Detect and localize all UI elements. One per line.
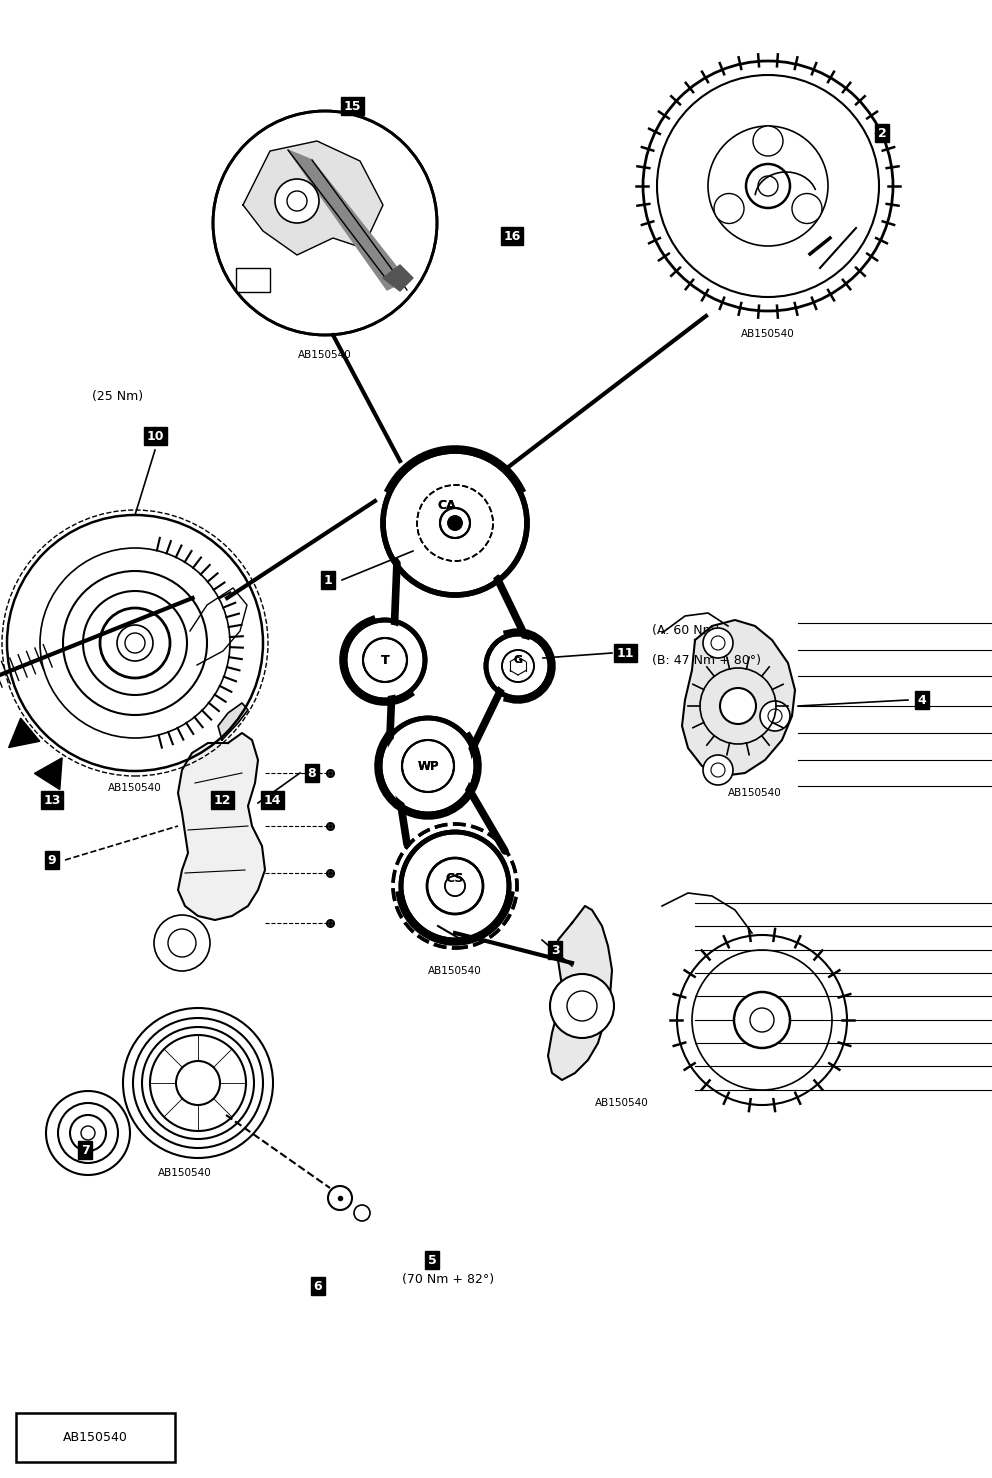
FancyBboxPatch shape: [16, 1413, 175, 1462]
Text: 13: 13: [44, 794, 61, 807]
FancyBboxPatch shape: [236, 268, 270, 293]
Circle shape: [720, 687, 756, 724]
Circle shape: [746, 164, 790, 208]
Text: WP: WP: [418, 760, 438, 773]
Circle shape: [2, 510, 268, 776]
Text: AB150540: AB150540: [728, 788, 782, 798]
Text: CA: CA: [437, 498, 456, 511]
Text: 3: 3: [551, 943, 559, 956]
Circle shape: [703, 755, 733, 785]
Circle shape: [490, 638, 546, 695]
Text: 6: 6: [313, 1280, 322, 1292]
Circle shape: [734, 992, 790, 1048]
Text: 1: 1: [323, 573, 332, 587]
Text: G: G: [514, 655, 523, 665]
Text: 5: 5: [428, 1253, 436, 1267]
Circle shape: [275, 179, 319, 223]
Circle shape: [714, 194, 744, 223]
Text: 2: 2: [878, 127, 887, 139]
Text: AB150540: AB150540: [158, 1168, 212, 1178]
Polygon shape: [9, 718, 40, 748]
Circle shape: [631, 49, 905, 324]
Text: T: T: [381, 653, 389, 667]
Text: CA: CA: [437, 498, 456, 511]
Text: WP: WP: [418, 760, 438, 773]
Text: AB150540: AB150540: [63, 1431, 128, 1444]
Text: (A: 60 Nm): (A: 60 Nm): [652, 624, 719, 637]
Text: 12: 12: [213, 794, 231, 807]
Polygon shape: [682, 619, 795, 776]
Text: AB150540: AB150540: [108, 783, 162, 794]
Circle shape: [405, 837, 505, 936]
Text: 7: 7: [80, 1144, 89, 1156]
Text: G: G: [514, 655, 523, 665]
Circle shape: [215, 112, 435, 333]
Circle shape: [349, 624, 421, 696]
Text: AB150540: AB150540: [429, 967, 482, 975]
Circle shape: [445, 876, 465, 896]
Polygon shape: [243, 140, 383, 256]
Circle shape: [388, 457, 522, 590]
Text: T: T: [381, 653, 389, 667]
Text: 11: 11: [616, 646, 634, 659]
Text: (B: 47 Nm + 80°): (B: 47 Nm + 80°): [652, 653, 761, 667]
Circle shape: [176, 1061, 220, 1106]
Text: 8: 8: [308, 767, 316, 779]
Circle shape: [703, 628, 733, 658]
Text: CS: CS: [445, 872, 464, 884]
Circle shape: [384, 721, 472, 810]
Polygon shape: [548, 906, 612, 1080]
Circle shape: [448, 516, 462, 531]
Polygon shape: [35, 758, 62, 789]
Text: AB150540: AB150540: [595, 1098, 649, 1108]
Polygon shape: [178, 733, 265, 919]
Polygon shape: [218, 704, 248, 740]
Circle shape: [81, 1126, 95, 1140]
Circle shape: [753, 126, 783, 157]
Text: AB150540: AB150540: [299, 350, 352, 361]
Text: 9: 9: [48, 853, 57, 866]
Text: AB150540: AB150540: [741, 330, 795, 338]
Polygon shape: [383, 265, 413, 291]
Text: CS: CS: [445, 872, 464, 884]
Circle shape: [125, 633, 145, 653]
Text: 16: 16: [503, 229, 521, 242]
Polygon shape: [288, 149, 407, 290]
Text: (70 Nm + 82°): (70 Nm + 82°): [402, 1274, 494, 1286]
Circle shape: [445, 876, 465, 896]
Text: 15: 15: [343, 99, 361, 112]
Circle shape: [792, 194, 822, 223]
Text: 14: 14: [263, 794, 281, 807]
Circle shape: [550, 974, 614, 1038]
Text: 10: 10: [146, 430, 164, 442]
Circle shape: [760, 701, 790, 732]
Text: (25 Nm): (25 Nm): [92, 390, 144, 402]
Circle shape: [448, 516, 462, 531]
Text: 4: 4: [918, 693, 927, 706]
